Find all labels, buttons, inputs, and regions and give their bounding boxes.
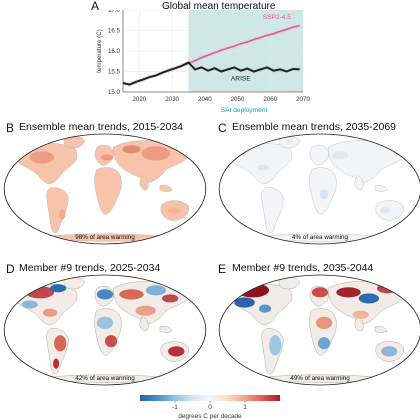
colorbar-gradient xyxy=(140,395,280,401)
panel-d-title: Member #9 trends, 2025-2034 xyxy=(19,262,161,274)
panel-e-title: Member #9 trends, 2035-2044 xyxy=(232,262,374,274)
panel-c-area-warming: 4% of area warming xyxy=(292,234,348,241)
panel-d-area-warming: 42% of area warming xyxy=(75,375,135,382)
x-tick-label: 2050 xyxy=(231,96,245,103)
x-tick-label: 2040 xyxy=(198,96,212,103)
y-tick-label: 17.0 xyxy=(108,10,121,14)
x-tick-label: 2020 xyxy=(132,96,146,103)
ensemble-member-line xyxy=(122,23,300,84)
sai-deployment-label: SAI deployment xyxy=(221,107,268,114)
x-tick-label: 2030 xyxy=(165,96,179,103)
series-line-arise xyxy=(122,61,300,86)
x-tick-label: 2060 xyxy=(263,96,277,103)
y-tick-label: 15.5 xyxy=(108,69,121,76)
series-label-arise: ARISE xyxy=(231,76,251,83)
map-panel-e: 49% of area warming xyxy=(218,274,420,386)
panel-letter-e: E xyxy=(218,262,227,276)
colorbar-tick-label: 0 xyxy=(208,404,212,411)
panel-letter-c: C xyxy=(218,121,227,135)
panel-b-area-warming: 98% of area warming xyxy=(75,234,135,241)
y-axis-label: temperature (C) xyxy=(96,29,103,73)
colorbar: -1 0 1 degrees C per decade xyxy=(140,395,280,420)
panel-e-area-warming: 49% of area warming xyxy=(290,375,350,382)
ensemble-member-line xyxy=(122,23,300,84)
y-tick-label: 16.5 xyxy=(108,28,121,35)
panel-b-title: Ensemble mean trends, 2015-2034 xyxy=(19,121,184,133)
colorbar-tick-label: 1 xyxy=(243,404,247,411)
y-tick-label: 15.0 xyxy=(108,89,121,96)
panel-letter-a: A xyxy=(91,0,100,13)
temperature-chart: 15.0 15.5 16.0 16.5 17.0 2020 2030 2040 2050 206… xyxy=(96,10,310,114)
map-panel-c: 4% of area warming xyxy=(218,133,420,245)
panel-letter-d: D xyxy=(6,262,15,276)
colorbar-label: degrees C per decade xyxy=(178,413,242,420)
y-tick-label: 16.0 xyxy=(108,48,121,55)
colorbar-tick-label: -1 xyxy=(172,404,178,411)
map-panel-d: 42% of area warming xyxy=(3,274,207,386)
ensemble-member-line xyxy=(122,64,300,85)
x-tick-label: 2070 xyxy=(296,96,310,103)
series-label-ssp: SSP2-4.5 xyxy=(263,14,292,21)
panel-letter-b: B xyxy=(6,121,15,135)
map-panel-b: 98% of area warming xyxy=(3,133,207,245)
chart-title: Global mean temperature xyxy=(162,1,276,12)
panel-c-title: Ensemble mean trends, 2035-2069 xyxy=(232,121,397,133)
